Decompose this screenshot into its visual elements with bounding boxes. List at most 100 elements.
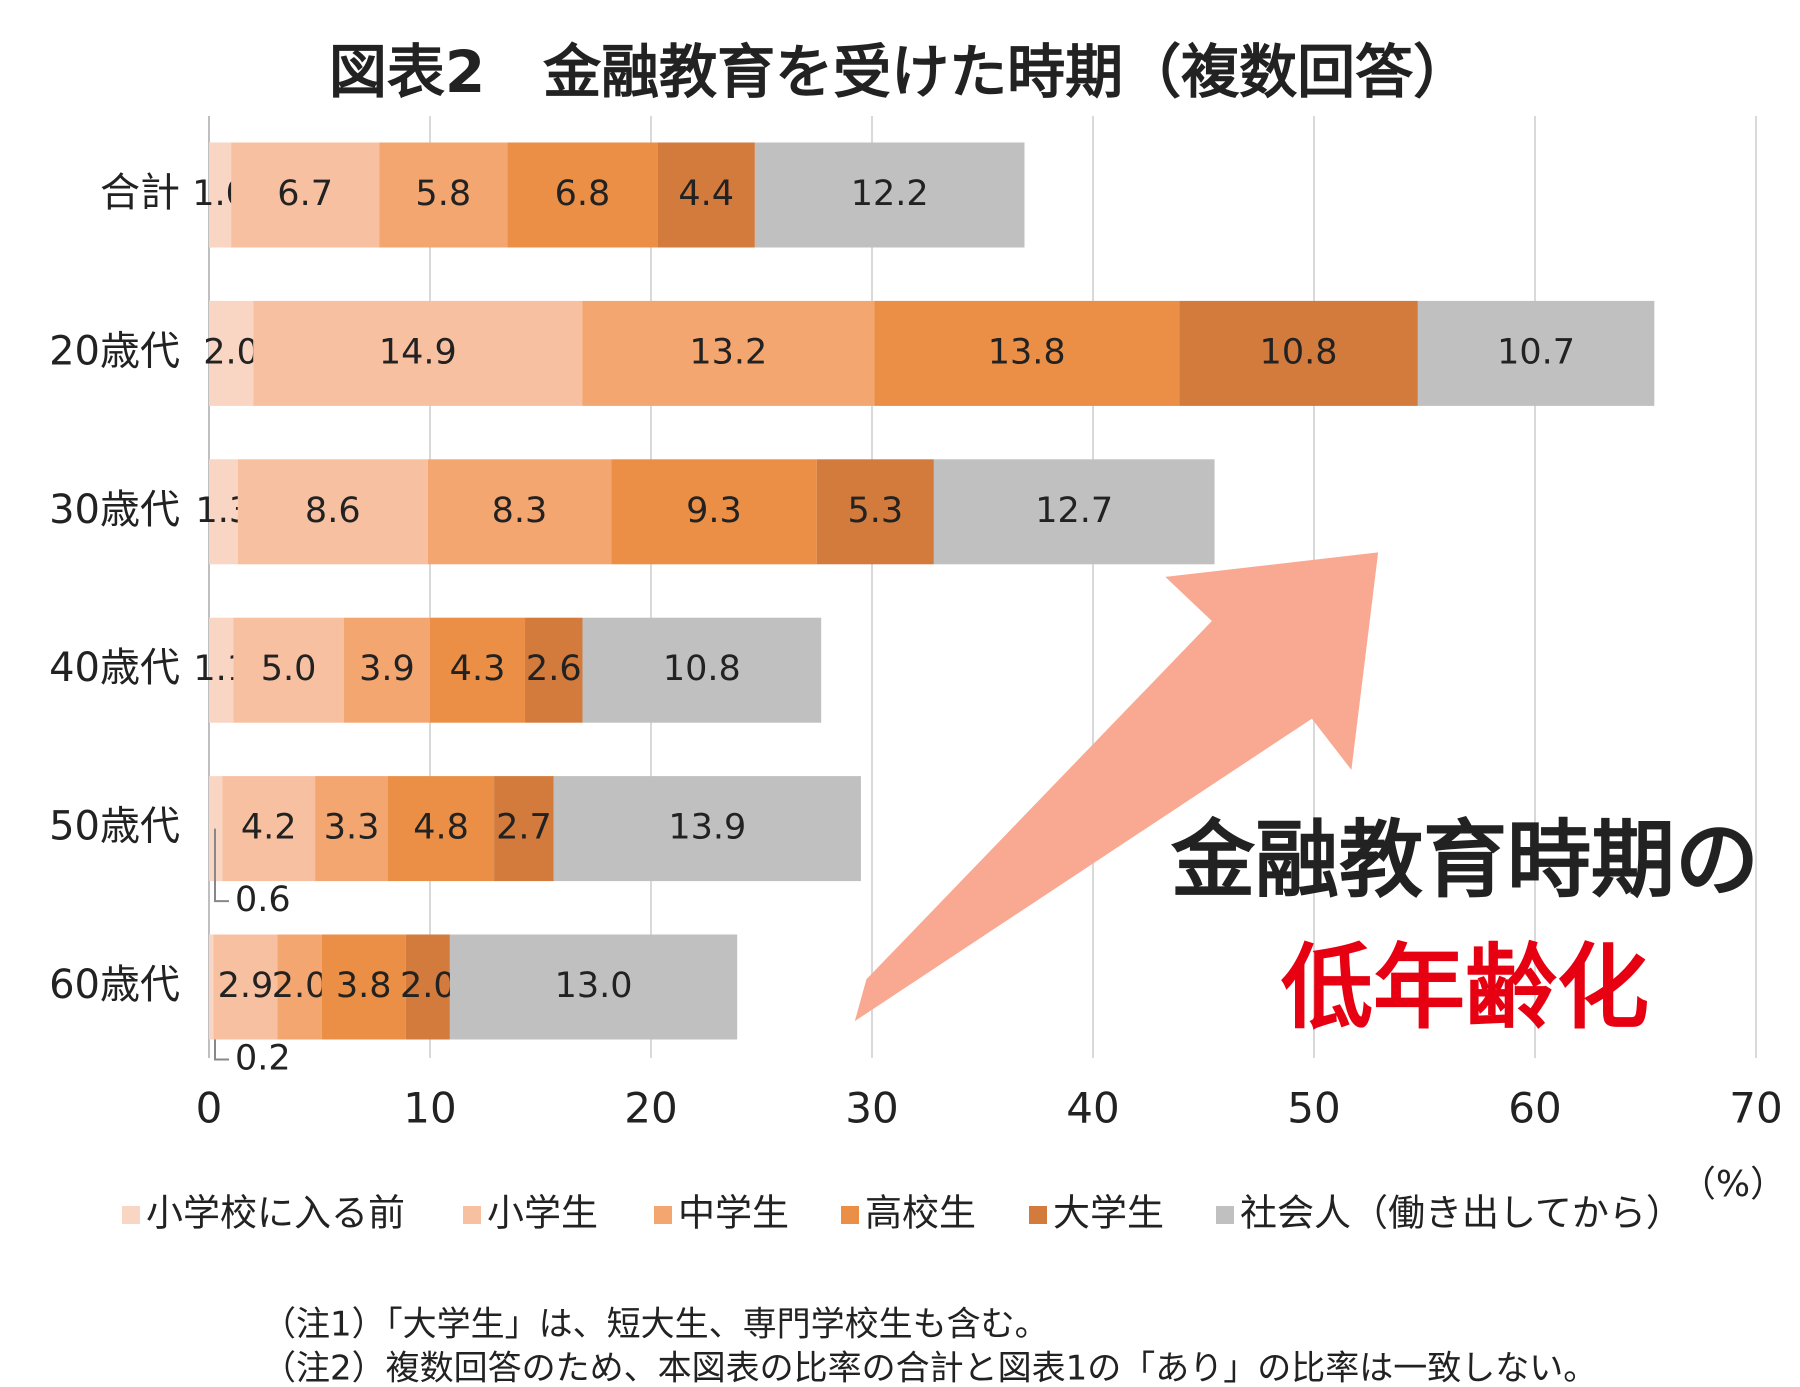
y-tick-label: 合計 [100,170,180,216]
legend-label: 小学校に入る前 [146,1192,405,1235]
y-tick-label: 20歳代 [49,328,180,374]
note: （注1）「大学生」は、短大生、専門学校生も含む。 [262,1305,1049,1345]
data-label: 13.9 [668,808,746,848]
x-tick-label: 50 [1287,1084,1340,1133]
legend-swatch [1029,1206,1047,1224]
axis-unit: （%） [1680,1164,1786,1205]
data-label: 4.2 [241,808,297,848]
legend-swatch [654,1206,672,1224]
bar-segment [388,776,495,882]
data-label: 4.3 [450,649,506,689]
bar-segment [321,934,406,1040]
x-tick-label: 60 [1508,1084,1561,1133]
chart-title: 図表2 金融教育を受けた時期（複数回答） [329,38,1471,106]
bar-segment [427,459,612,565]
bar-segment [933,459,1215,565]
data-label: 0.6 [235,880,291,920]
legend-swatch [841,1206,859,1224]
data-label: 2.6 [526,649,582,689]
x-tick-label: 20 [624,1084,677,1133]
leader-line [214,828,229,903]
y-tick-label: 50歳代 [49,804,180,850]
data-label: 6.8 [555,174,611,214]
data-label: 12.2 [851,174,929,214]
y-tick-label: 30歳代 [49,487,180,533]
data-label: 4.8 [413,808,469,848]
data-label: 13.2 [689,332,767,372]
bar-segment [209,617,234,723]
data-label: 4.4 [678,174,734,214]
bar-segment [582,300,875,406]
data-label: 2.0 [400,966,456,1006]
x-tick-label: 40 [1066,1084,1119,1133]
legend-swatch [1216,1206,1234,1224]
bar-segment [816,459,934,565]
bar-segment [1179,300,1418,406]
data-label: 10.8 [1260,332,1338,372]
legend-label: 高校生 [865,1192,976,1235]
bar-segment [343,617,430,723]
data-label: 14.9 [379,332,457,372]
bar-segment [233,617,344,723]
bar-segment [231,142,380,248]
data-label: 6.7 [277,174,333,214]
bar-segment [494,776,554,882]
data-label: 8.6 [305,491,361,531]
y-tick-label: 40歳代 [49,645,180,691]
bar-segment [874,300,1180,406]
bar-segment [449,934,738,1040]
data-label: 3.9 [359,649,415,689]
annotation: 金融教育時期の [1171,811,1759,909]
bar-segment [315,776,389,882]
bar-segment [430,617,526,723]
bar-segment [1417,300,1655,406]
bar-segment [379,142,508,248]
y-tick-label: 60歳代 [49,962,180,1008]
data-label: 2.0 [272,966,328,1006]
bar-segment [277,934,322,1040]
data-label: 13.0 [555,966,633,1006]
data-label: 10.8 [663,649,741,689]
bar-segment [611,459,817,565]
data-label: 2.9 [218,966,274,1006]
data-label: 3.8 [336,966,392,1006]
bar-segment [405,934,450,1040]
bar-segment [253,300,583,406]
bar-segment [525,617,583,723]
data-label: 13.8 [988,332,1066,372]
legend-swatch [122,1206,140,1224]
data-label: 12.7 [1035,491,1113,531]
data-label: 5.0 [261,649,317,689]
legend-label: 小学生 [487,1192,598,1235]
x-tick-label: 70 [1729,1084,1782,1133]
x-tick-label: 10 [403,1084,456,1133]
data-label: 8.3 [492,491,548,531]
bar-segment [209,934,214,1040]
data-label: 5.3 [847,491,903,531]
data-label: 0.2 [235,1039,291,1079]
bar-segment [213,934,278,1040]
data-label: 3.3 [324,808,380,848]
bar-segment [657,142,755,248]
bar-segment [209,300,254,406]
data-label: 10.7 [1497,332,1575,372]
bar-segment [553,776,861,882]
bar-segment [507,142,658,248]
note: （注2）複数回答のため、本図表の比率の合計と図表1の「あり」の比率は一致しない。 [262,1349,1597,1387]
x-tick-label: 0 [196,1084,223,1133]
data-label: 2.7 [496,808,552,848]
bar-segment [209,459,238,565]
x-tick-label: 30 [845,1084,898,1133]
arrow-shape [854,552,1379,1022]
bar-segment [222,776,316,882]
bar-segment [209,142,232,248]
legend-label: 中学生 [678,1192,789,1235]
annotation: 低年齢化 [1281,934,1649,1041]
bar-segment [754,142,1025,248]
data-label: 2.0 [203,332,259,372]
bar-segment [582,617,822,723]
legend-label: 大学生 [1053,1192,1164,1235]
data-label: 5.8 [415,174,471,214]
legend-swatch [463,1206,481,1224]
